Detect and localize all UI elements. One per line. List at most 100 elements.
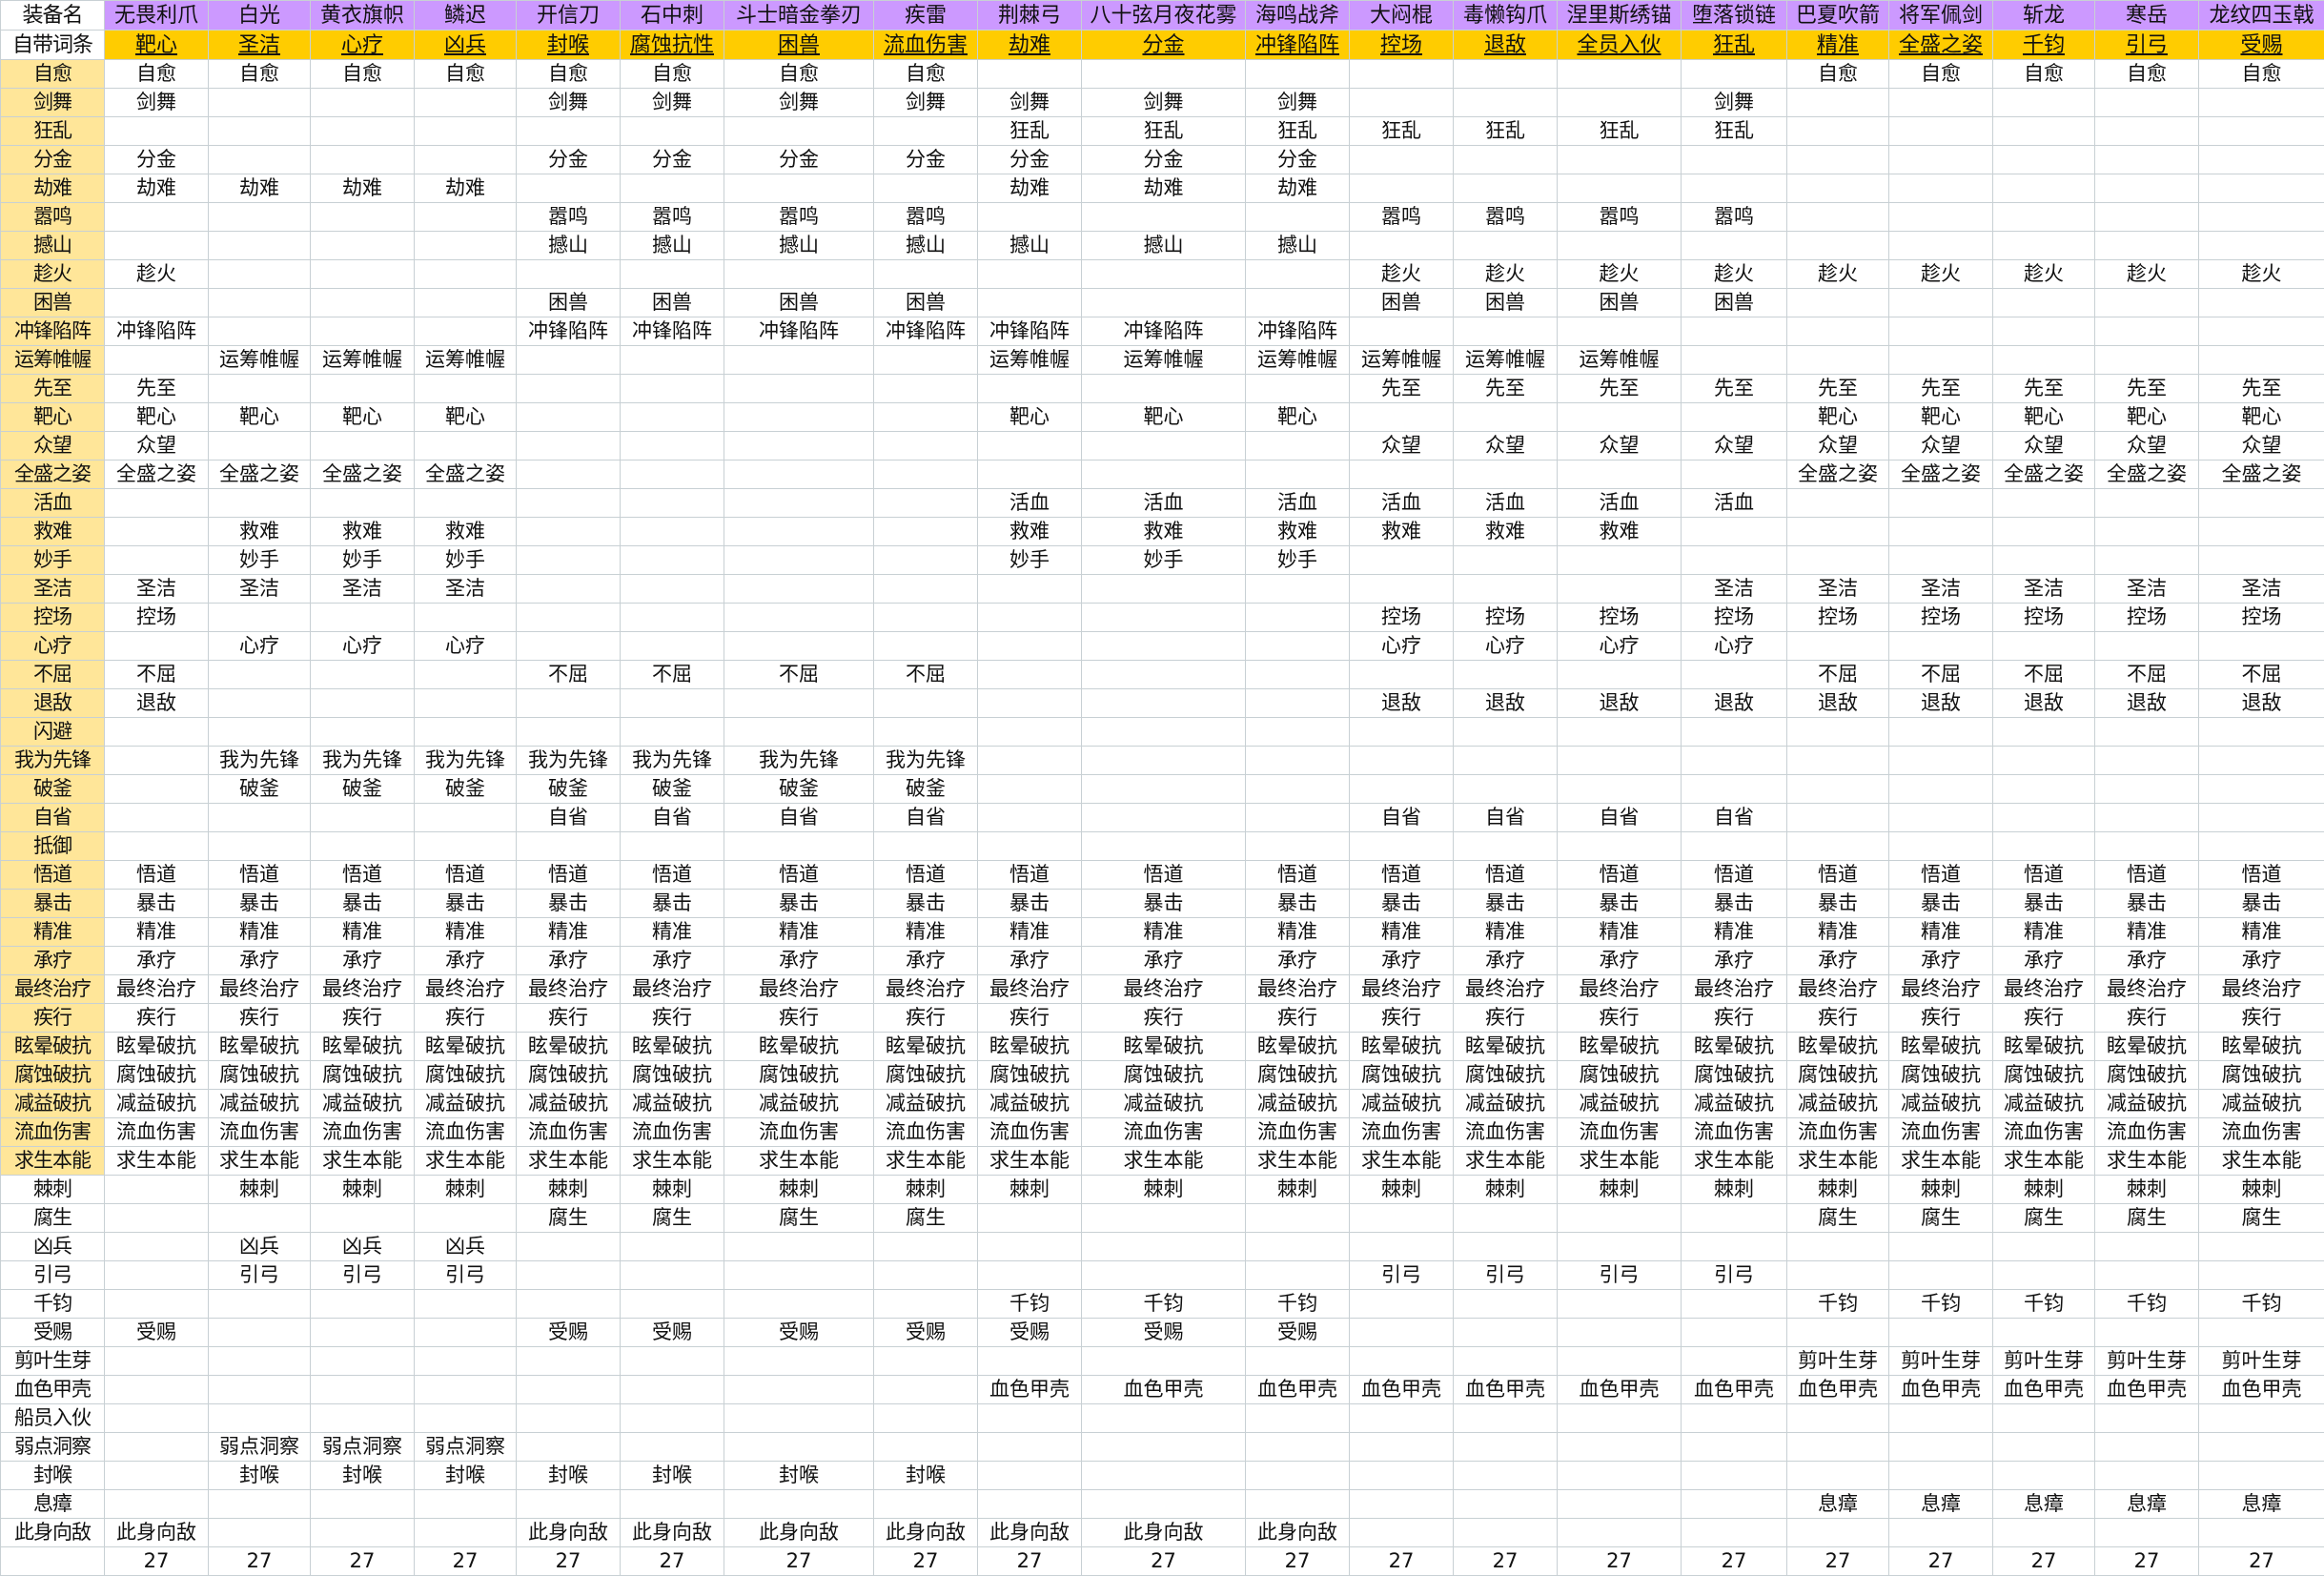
trait-cell[interactable]: 腐蚀破抗 [2199,1061,2324,1090]
trait-cell[interactable]: 分金 [1246,146,1350,174]
empty-cell[interactable] [1889,546,1993,575]
empty-cell[interactable] [1889,346,1993,375]
empty-cell[interactable] [2095,117,2199,146]
empty-cell[interactable] [517,117,621,146]
equipment-name-cell[interactable]: 海鸣战斧 [1246,1,1350,31]
trait-cell[interactable]: 最终治疗 [1558,975,1682,1004]
trait-cell[interactable]: 悟道 [209,861,311,890]
trait-cell[interactable]: 棘刺 [1350,1176,1454,1204]
trait-cell[interactable]: 破釜 [209,775,311,804]
trait-cell[interactable]: 引弓 [1682,1261,1787,1290]
empty-cell[interactable] [311,832,415,861]
trait-cell[interactable]: 血色甲壳 [2199,1376,2324,1404]
trait-cell[interactable]: 分金 [621,146,724,174]
trait-cell[interactable]: 悟道 [1246,861,1350,890]
trait-cell[interactable]: 疾行 [209,1004,311,1033]
trait-cell[interactable]: 千钧 [1246,1290,1350,1319]
trait-cell[interactable]: 减益破抗 [1082,1090,1246,1118]
empty-cell[interactable] [1082,203,1246,232]
empty-cell[interactable] [311,1319,415,1347]
trait-cell[interactable]: 运筹帷幄 [311,346,415,375]
trait-cell[interactable]: 息瘴 [1889,1490,1993,1519]
empty-cell[interactable] [1246,432,1350,461]
empty-cell[interactable] [209,689,311,718]
trait-cell[interactable]: 求生本能 [1558,1147,1682,1176]
empty-cell[interactable] [1350,89,1454,117]
empty-cell[interactable] [724,1404,874,1433]
trait-cell[interactable]: 退敌 [2095,689,2199,718]
empty-cell[interactable] [1993,804,2095,832]
empty-cell[interactable] [105,117,209,146]
empty-cell[interactable] [1558,1433,1682,1462]
trait-cell[interactable]: 冲锋陷阵 [1246,317,1350,346]
empty-cell[interactable] [1246,775,1350,804]
empty-cell[interactable] [1350,1319,1454,1347]
empty-cell[interactable] [1082,1347,1246,1376]
empty-cell[interactable] [1889,747,1993,775]
empty-cell[interactable] [1558,403,1682,432]
trait-cell[interactable]: 狂乱 [1558,117,1682,146]
trait-cell[interactable]: 腐蚀破抗 [1558,1061,1682,1090]
trait-cell[interactable]: 控场 [2199,604,2324,632]
trait-cell[interactable]: 受赐 [978,1319,1082,1347]
empty-cell[interactable] [1787,518,1889,546]
trait-cell[interactable]: 精准 [311,918,415,947]
empty-cell[interactable] [311,489,415,518]
equipment-name-cell[interactable]: 鳞迟 [415,1,517,31]
trait-cell[interactable]: 暴击 [2095,890,2199,918]
trait-cell[interactable]: 趁火 [1350,260,1454,289]
empty-cell[interactable] [209,661,311,689]
empty-cell[interactable] [1082,432,1246,461]
trait-cell[interactable]: 棘刺 [1454,1176,1558,1204]
empty-cell[interactable] [105,718,209,747]
empty-cell[interactable] [1682,346,1787,375]
trait-cell[interactable]: 趁火 [1454,260,1558,289]
trait-cell[interactable]: 流血伤害 [1787,1118,1889,1147]
trait-cell[interactable]: 封喉 [209,1462,311,1490]
trait-cell[interactable]: 最终治疗 [724,975,874,1004]
trait-cell[interactable]: 运筹帷幄 [1082,346,1246,375]
trait-row-label[interactable]: 自愈 [1,60,105,89]
trait-cell[interactable]: 悟道 [724,861,874,890]
empty-cell[interactable] [1682,1347,1787,1376]
trait-cell[interactable]: 妙手 [311,546,415,575]
trait-cell[interactable]: 全盛之姿 [209,461,311,489]
empty-cell[interactable] [517,546,621,575]
empty-cell[interactable] [2095,1519,2199,1547]
trait-cell[interactable]: 剑舞 [1246,89,1350,117]
empty-cell[interactable] [415,232,517,260]
equipment-name-cell[interactable]: 无畏利爪 [105,1,209,31]
empty-cell[interactable] [1350,60,1454,89]
empty-cell[interactable] [1558,1319,1682,1347]
empty-cell[interactable] [415,1347,517,1376]
empty-cell[interactable] [874,432,978,461]
trait-cell[interactable]: 承疗 [105,947,209,975]
trait-cell[interactable]: 暴击 [209,890,311,918]
trait-cell[interactable]: 千钧 [978,1290,1082,1319]
empty-cell[interactable] [105,1347,209,1376]
empty-cell[interactable] [874,461,978,489]
trait-cell[interactable]: 救难 [1350,518,1454,546]
empty-cell[interactable] [1787,203,1889,232]
trait-cell[interactable]: 暴击 [311,890,415,918]
trait-cell[interactable]: 趁火 [105,260,209,289]
empty-cell[interactable] [2095,832,2199,861]
trait-cell[interactable]: 腐生 [621,1204,724,1233]
trait-cell[interactable]: 众望 [1682,432,1787,461]
trait-cell[interactable]: 先至 [1558,375,1682,403]
empty-cell[interactable] [311,1404,415,1433]
trait-cell[interactable]: 疾行 [621,1004,724,1033]
empty-cell[interactable] [1558,146,1682,174]
trait-cell[interactable]: 退敌 [1682,689,1787,718]
empty-cell[interactable] [1350,1433,1454,1462]
trait-cell[interactable]: 我为先锋 [311,747,415,775]
trait-cell[interactable]: 撼山 [874,232,978,260]
trait-cell[interactable]: 悟道 [1993,861,2095,890]
trait-cell[interactable]: 精准 [621,918,724,947]
trait-cell[interactable]: 全盛之姿 [2199,461,2324,489]
trait-cell[interactable]: 最终治疗 [1682,975,1787,1004]
trait-cell[interactable]: 棘刺 [1246,1176,1350,1204]
empty-cell[interactable] [2095,1233,2199,1261]
trait-cell[interactable]: 流血伤害 [1993,1118,2095,1147]
trait-cell[interactable]: 我为先锋 [724,747,874,775]
